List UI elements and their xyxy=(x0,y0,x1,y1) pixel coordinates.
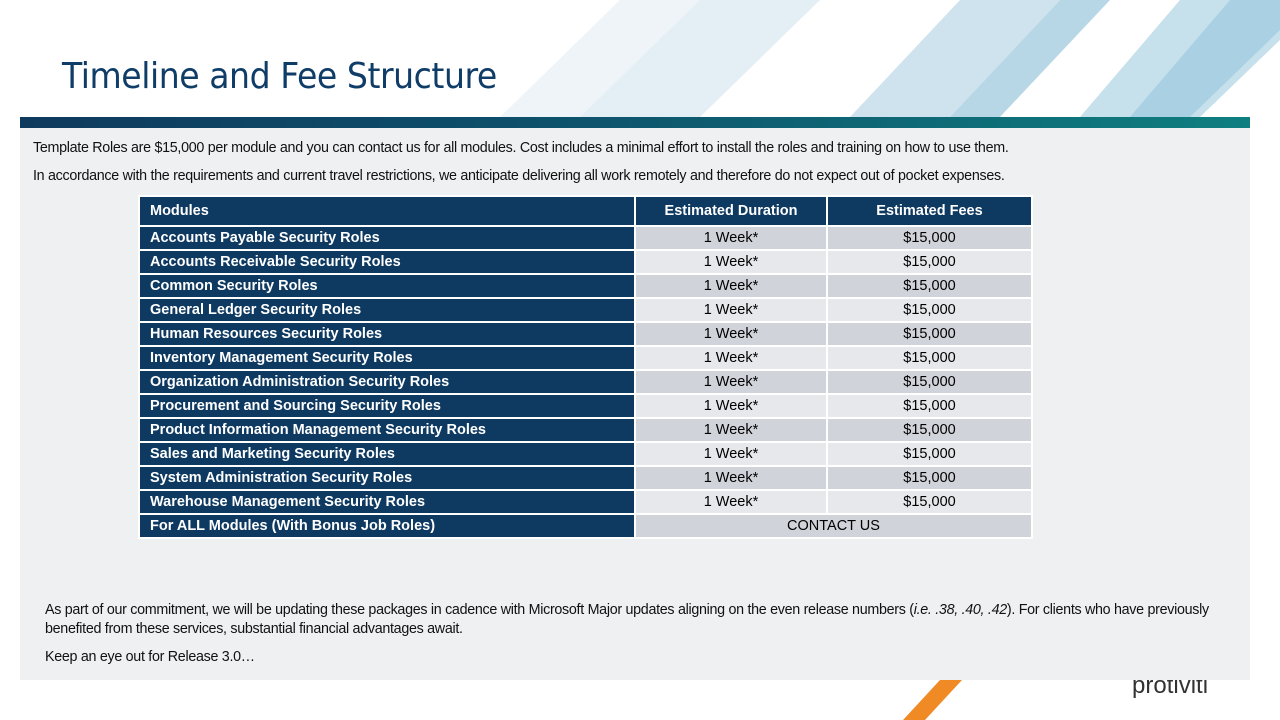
header-cell: Estimated Fees xyxy=(826,195,1033,227)
table-row: Procurement and Sourcing Security Roles 1… xyxy=(138,393,1033,419)
closing-text: Keep an eye out for Release 3.0… xyxy=(45,649,255,665)
value-cell: 1 Week* xyxy=(634,249,828,275)
module-cell: Sales and Marketing Security Roles xyxy=(138,441,636,467)
module-cell: Human Resources Security Roles xyxy=(138,321,636,347)
value-cell: $15,000 xyxy=(826,249,1033,275)
logo: protiviti xyxy=(1132,680,1209,699)
module-cell: For ALL Modules (With Bonus Job Roles) xyxy=(138,513,636,539)
table-row: Sales and Marketing Security Roles 1 Week… xyxy=(138,441,1033,467)
value-cell: 1 Week* xyxy=(634,393,828,419)
text: As part of our commitment, we will be up… xyxy=(45,602,914,618)
module-cell: System Administration Security Roles xyxy=(138,465,636,491)
header-cell: Estimated Duration xyxy=(634,195,828,227)
header-row: Modules Estimated Duration Estimated Fee… xyxy=(138,195,1033,227)
module-cell: General Ledger Security Roles xyxy=(138,297,636,323)
value-cell: 1 Week* xyxy=(634,273,828,299)
value-cell: CONTACT US xyxy=(634,513,1033,539)
value-cell: $15,000 xyxy=(826,489,1033,515)
value-cell: $15,000 xyxy=(826,441,1033,467)
module-cell: Warehouse Management Security Roles xyxy=(138,489,636,515)
value-cell: $15,000 xyxy=(826,321,1033,347)
value-cell: 1 Week* xyxy=(634,417,828,443)
value-cell: 1 Week* xyxy=(634,345,828,371)
table-row: Warehouse Management Security Roles 1 Wee… xyxy=(138,489,1033,515)
table-row: Accounts Receivable Security Roles 1 Week… xyxy=(138,249,1033,275)
module-cell: Accounts Payable Security Roles xyxy=(138,225,636,251)
intro-line: In accordance with the requirements and … xyxy=(33,168,1005,184)
value-cell: 1 Week* xyxy=(634,369,828,395)
value-cell: $15,000 xyxy=(826,465,1033,491)
value-cell: 1 Week* xyxy=(634,465,828,491)
table-row: For ALL Modules (With Bonus Job Roles) CO… xyxy=(138,513,1033,539)
commitment-text: As part of our commitment, we will be up… xyxy=(45,601,1225,639)
text: ). For clients who have previously benef… xyxy=(45,602,1209,637)
title: Timeline and Fee Structure xyxy=(62,56,497,97)
fee-table: Modules Estimated Duration Estimated Fee… xyxy=(138,195,1033,539)
value-cell: $15,000 xyxy=(826,273,1033,299)
value-cell: 1 Week* xyxy=(634,297,828,323)
module-cell: Accounts Receivable Security Roles xyxy=(138,249,636,275)
module-cell: Inventory Management Security Roles xyxy=(138,345,636,371)
value-cell: $15,000 xyxy=(826,393,1033,419)
module-cell: Product Information Management Security … xyxy=(138,417,636,443)
module-cell: Common Security Roles xyxy=(138,273,636,299)
module-cell: Organization Administration Security Rol… xyxy=(138,369,636,395)
value-cell: $15,000 xyxy=(826,225,1033,251)
table-row: System Administration Security Roles 1 We… xyxy=(138,465,1033,491)
module-cell: Procurement and Sourcing Security Roles xyxy=(138,393,636,419)
table-row: Organization Administration Security Rol… xyxy=(138,369,1033,395)
table-row: Common Security Roles 1 Week* $15,000 xyxy=(138,273,1033,299)
intro-line: Template Roles are $15,000 per module an… xyxy=(33,140,1009,156)
value-cell: $15,000 xyxy=(826,297,1033,323)
value-cell: $15,000 xyxy=(826,417,1033,443)
table-row: Accounts Payable Security Roles 1 Week* $1… xyxy=(138,225,1033,251)
title-rule xyxy=(20,117,1250,128)
text: i.e. .38, .40, .42 xyxy=(913,602,1007,618)
value-cell: 1 Week* xyxy=(634,225,828,251)
table-row: Human Resources Security Roles 1 Week* $15… xyxy=(138,321,1033,347)
value-cell: $15,000 xyxy=(826,369,1033,395)
logo-area: protiviti xyxy=(1120,680,1240,720)
value-cell: $15,000 xyxy=(826,345,1033,371)
header-cell: Modules xyxy=(138,195,636,227)
table-row: Inventory Management Security Roles 1 Wee… xyxy=(138,345,1033,371)
value-cell: 1 Week* xyxy=(634,321,828,347)
value-cell: 1 Week* xyxy=(634,441,828,467)
value-cell: 1 Week* xyxy=(634,489,828,515)
table-row: General Ledger Security Roles 1 Week* $15,… xyxy=(138,297,1033,323)
table-row: Product Information Management Security … xyxy=(138,417,1033,443)
